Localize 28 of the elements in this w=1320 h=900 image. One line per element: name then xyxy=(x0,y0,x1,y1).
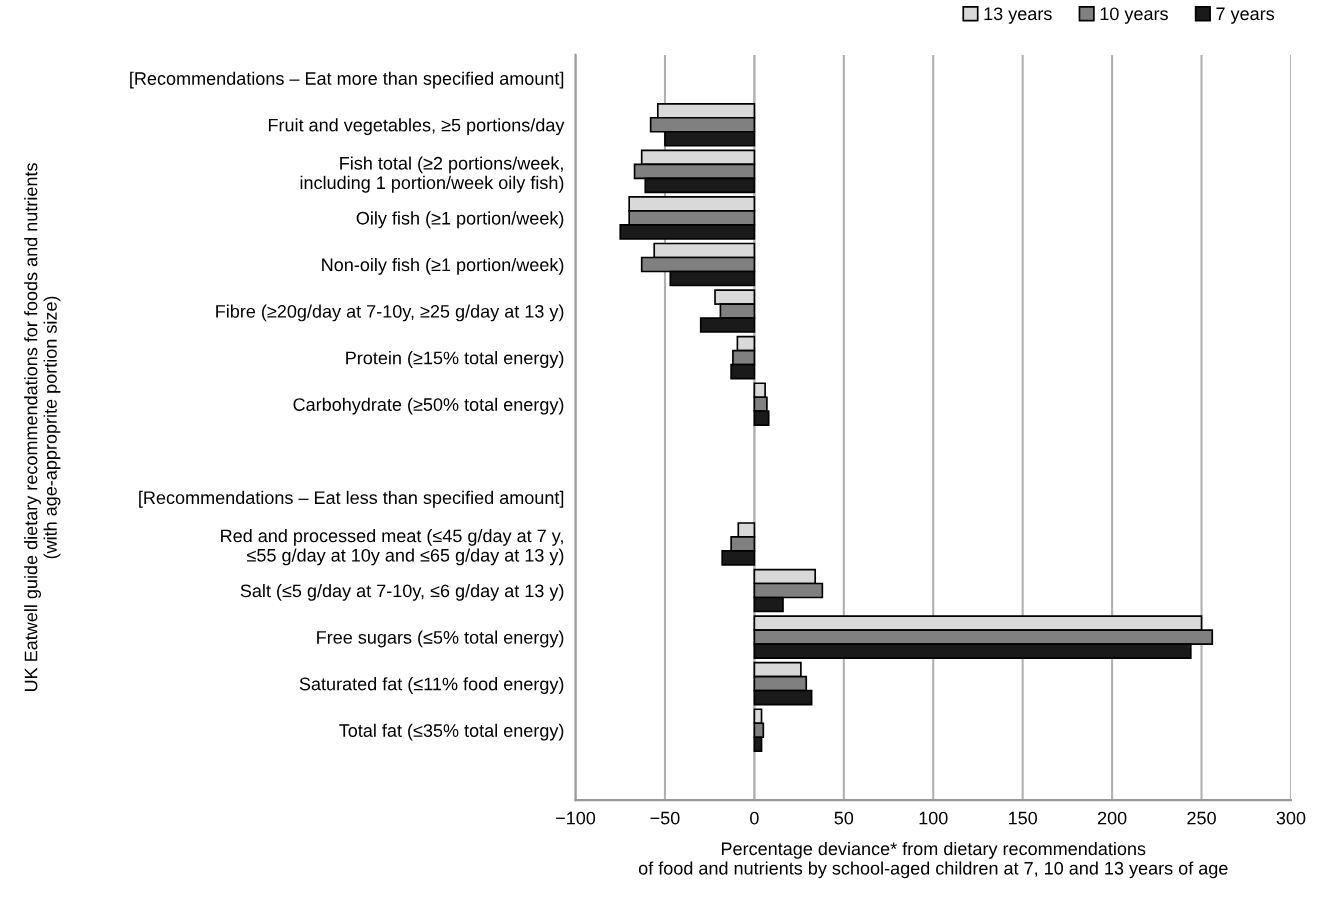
legend-label: 7 years xyxy=(1216,7,1275,24)
y-tick-label: Carbohydrate (≥50% total energy) xyxy=(293,397,564,415)
x-tick-label: 200 xyxy=(1097,811,1127,825)
y-tick-label: Non-oily fish (≥1 portion/week) xyxy=(322,257,564,275)
y-tick-label: Fish total (≥2 portions/week, including 1 portion/week oily fish) xyxy=(300,156,564,193)
y-tick-label: Fibre (≥20g/day at 7-10y, ≥25 g/day at 13 y) xyxy=(216,304,564,322)
x-tick-label: 0 xyxy=(750,811,759,825)
y-tick-label: Free sugars (≤5% total energy) xyxy=(317,630,564,648)
y-tick-label: Saturated fat (≤11% food energy) xyxy=(299,677,564,694)
x-tick-label: 300 xyxy=(1276,811,1306,825)
legend-label: 13 years xyxy=(984,7,1052,24)
y-tick-label: Red and processed meat (≤45 g/day at 7 y, ≤55 g/day at 10y and ≤65 g/day at 13 y) xyxy=(221,528,564,566)
x-tick-label: 250 xyxy=(1187,811,1216,825)
y-tick-label: Salt (≤5 g/day at 7-10y, ≤6 g/day at 13 y) xyxy=(240,583,564,601)
y-tick-label: Fruit and vegetables, ≥5 portions/day xyxy=(268,118,565,136)
x-tick-label: 100 xyxy=(919,811,948,825)
x-tick-label: 50 xyxy=(834,811,854,825)
y-axis-title: UK Eatwell guide dietary recommendations for foods and nutrients (with age-approprite portion size) xyxy=(24,163,61,692)
x-tick-label: 150 xyxy=(1008,811,1038,825)
y-tick-label: [Recommendations – Eat more than specified amount] xyxy=(130,71,564,89)
legend-label: 10 years xyxy=(1100,7,1168,24)
x-tick-label: −50 xyxy=(650,811,680,825)
x-tick-label: −100 xyxy=(556,811,596,825)
y-tick-label: Protein (≥15% total energy) xyxy=(346,351,564,368)
y-tick-label: [Recommendations – Eat less than specified amount] xyxy=(139,490,564,508)
y-tick-label: Oily fish (≥1 portion/week) xyxy=(356,211,564,229)
x-axis-title: Percentage deviance* from dietary recommendations of food and nutrients by school-aged children at 7, 10 and 13 years of age xyxy=(638,841,1228,879)
y-tick-label: Total fat (≤35% total energy) xyxy=(339,723,564,741)
